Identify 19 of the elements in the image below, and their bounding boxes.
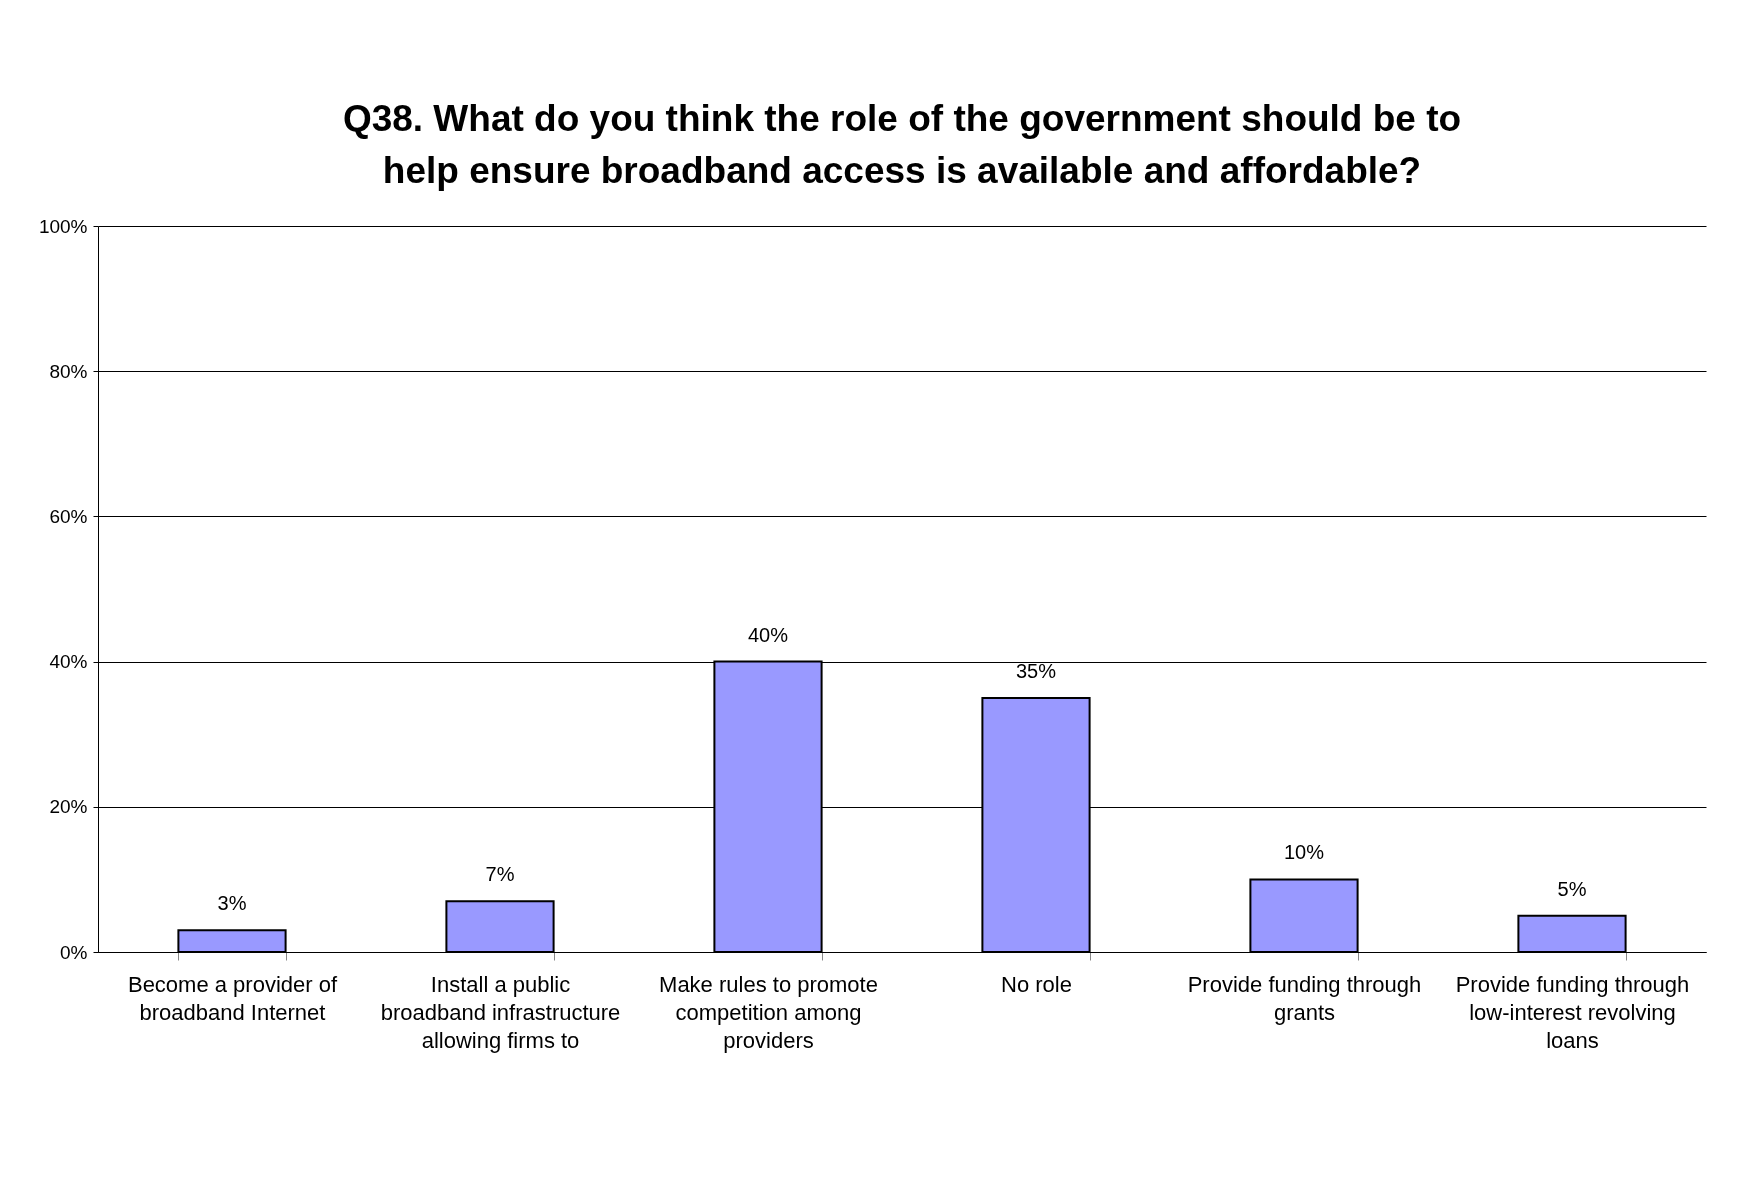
y-tick-label: 60% — [49, 505, 88, 527]
y-tick-label: 0% — [60, 941, 88, 963]
x-tick-label: Make rules to promote competition among providers — [659, 971, 878, 1053]
y-tick-label: 20% — [49, 796, 88, 818]
x-tick-label: No role — [1001, 971, 1072, 997]
x-tick-label: Install a public broadband infrastructure allowing firms to — [380, 971, 621, 1053]
x-tick-label: Become a provider of broadband Internet — [127, 971, 338, 1025]
data-label: 7% — [485, 863, 515, 886]
data-label: 3% — [217, 892, 247, 915]
y-tick-label: 80% — [49, 360, 88, 382]
data-label: 40% — [747, 623, 789, 646]
y-tick-label: 40% — [49, 651, 88, 673]
y-tick-label: 100% — [38, 215, 88, 237]
x-tick-label: Provide funding through grants — [1187, 971, 1422, 1025]
data-label: 35% — [1015, 659, 1057, 682]
data-label: 5% — [1557, 877, 1587, 900]
chart-title: Q38. What do you think the role of the government should be to help ensure broadband access is available and affordable? — [342, 98, 1462, 191]
x-tick-label: Provide funding through low-interest revolving loans — [1455, 971, 1690, 1053]
data-label: 10% — [1283, 841, 1325, 864]
